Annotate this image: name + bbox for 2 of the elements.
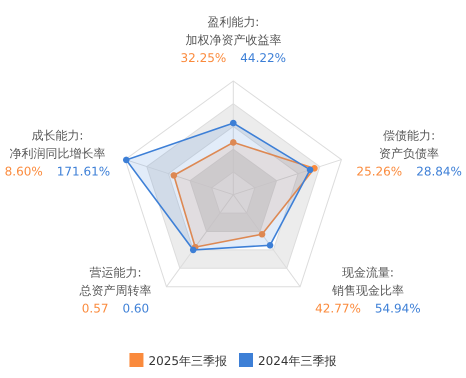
legend-label: 2025年三季报 xyxy=(148,354,227,368)
legend-label: 2024年三季报 xyxy=(258,354,337,368)
